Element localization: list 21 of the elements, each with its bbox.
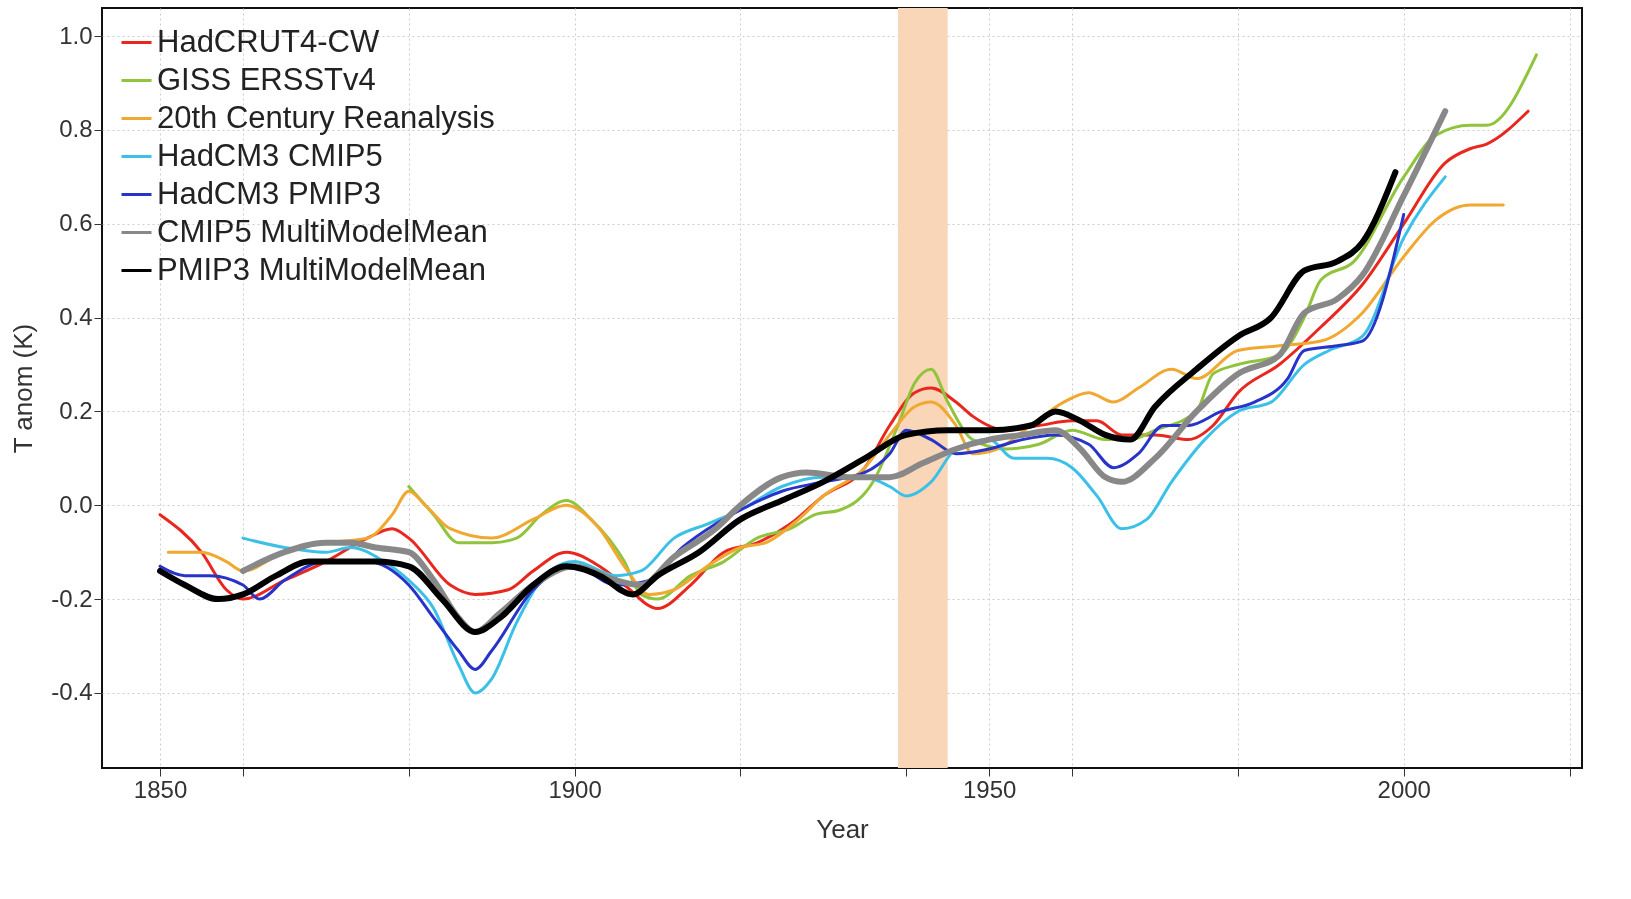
legend-label: HadCM3 CMIP5: [157, 137, 383, 173]
y-tick-label: -0.4: [51, 678, 93, 706]
y-tick-label: 0.2: [59, 396, 93, 424]
x-tick-label: 2000: [1377, 775, 1431, 803]
x-tick-label: 1850: [133, 775, 188, 803]
y-tick-label: 0.0: [59, 490, 93, 518]
y-tick-label: 0.4: [59, 303, 93, 331]
y-axis-title: T anom (K): [8, 323, 39, 454]
legend-label: HadCRUT4-CW: [157, 23, 380, 59]
y-tick-label: 0.6: [59, 209, 93, 237]
legend-label: PMIP3 MultiModelMean: [157, 251, 487, 287]
x-tick-label: 1950: [962, 775, 1017, 803]
legend-label: 20th Century Reanalysis: [157, 99, 495, 135]
legend-label: HadCM3 PMIP3: [157, 175, 381, 211]
y-tick-label: 0.8: [59, 115, 93, 143]
x-axis-title: Year: [816, 813, 870, 844]
legend-label: GISS ERSSTv4: [157, 61, 376, 97]
y-tick-label: 1.0: [59, 21, 93, 49]
y-tick-label: -0.2: [51, 584, 93, 612]
legend-label: CMIP5 MultiModelMean: [157, 213, 488, 249]
x-tick-label: 1900: [548, 775, 602, 803]
